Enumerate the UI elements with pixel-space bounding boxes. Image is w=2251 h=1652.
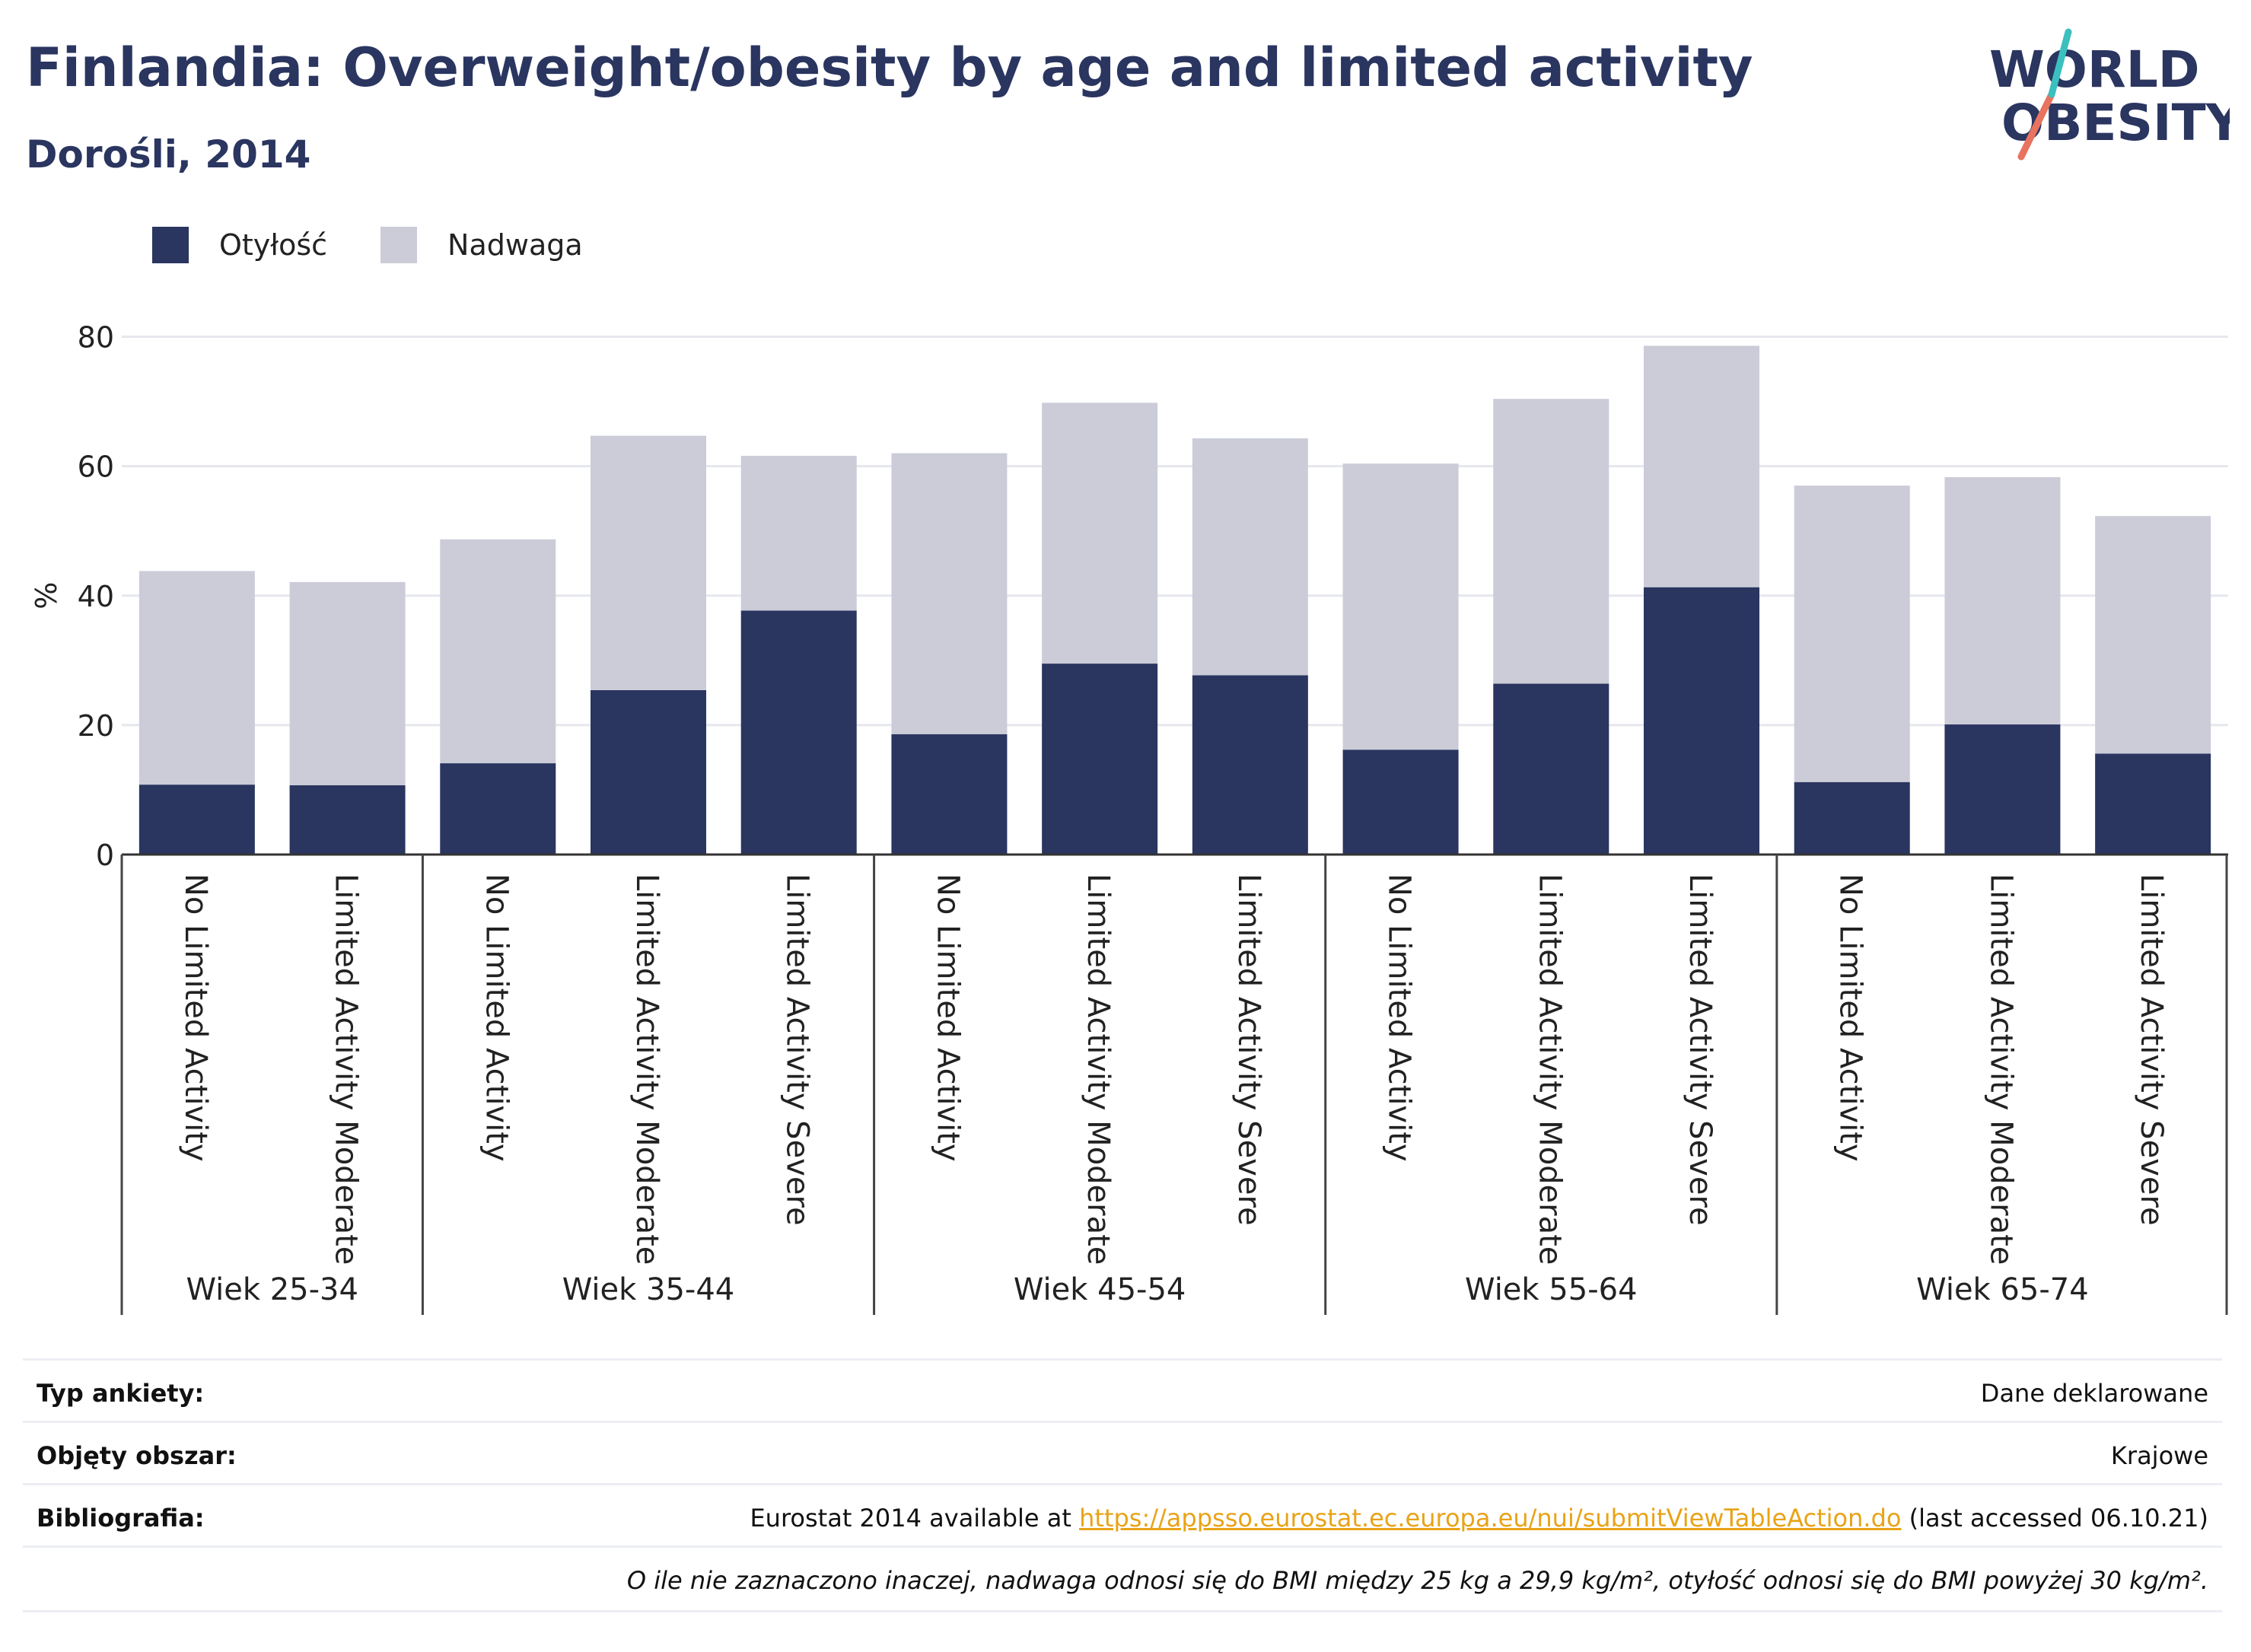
chart-title: Finlandia: Overweight/obesity by age and… (26, 37, 1753, 99)
bar-obesity (138, 785, 255, 855)
bar-overweight (2095, 516, 2211, 754)
bar-overweight (1342, 463, 1459, 750)
x-category-label: No Limited Activity (930, 874, 965, 1162)
info-row-bibliography: Bibliografia: Eurostat 2014 available at… (23, 1483, 2222, 1548)
info-value: Dane deklarowane (1980, 1379, 2208, 1408)
x-category-label: Limited Activity Moderate (1532, 874, 1567, 1265)
bar-obesity (1192, 675, 1308, 855)
bibliography-link[interactable]: https://appsso.eurostat.ec.europa.eu/nui… (1079, 1504, 1902, 1533)
bar-obesity (1794, 781, 1910, 855)
x-category-label: Limited Activity Moderate (629, 874, 664, 1265)
x-category-label: Limited Activity Severe (1231, 874, 1266, 1226)
bar-obesity (591, 689, 706, 855)
y-tick-label: 40 (78, 580, 114, 613)
bar-overweight (138, 571, 255, 785)
legend-swatch-obesity (152, 227, 189, 263)
x-group-label: Wiek 55-64 (1465, 1272, 1638, 1307)
x-category-label: No Limited Activity (1833, 874, 1868, 1162)
x-category-label: No Limited Activity (479, 874, 514, 1162)
x-group-label: Wiek 35-44 (562, 1272, 735, 1307)
bar-obesity (740, 610, 857, 855)
x-group-label: Wiek 65-74 (1916, 1272, 2089, 1307)
bar-obesity (440, 763, 556, 855)
logo-line1: WORLD (1989, 40, 2200, 99)
info-label: Typ ankiety: (37, 1379, 205, 1408)
info-row-note: O ile nie zaznaczono inaczej, nadwaga od… (23, 1545, 2222, 1612)
bar-overweight (591, 435, 706, 690)
legend: Otyłość Nadwaga (152, 227, 636, 263)
legend-label-obesity: Otyłość (219, 228, 328, 262)
bar-overweight (891, 453, 1008, 734)
x-category-label: Limited Activity Moderate (329, 874, 364, 1265)
bar-obesity (289, 785, 406, 855)
info-value: Krajowe (2110, 1441, 2208, 1470)
stacked-bar-chart: 0 20 40 60 80% No Limited Activity Limited Act… (30, 321, 2228, 1315)
bar-overweight (1192, 438, 1308, 676)
info-row-coverage: Objęty obszar: Krajowe (23, 1421, 2222, 1485)
x-group-label: Wiek 25-34 (186, 1272, 358, 1307)
y-tick-label: 20 (78, 709, 114, 743)
x-category-label: Limited Activity Moderate (1081, 874, 1116, 1265)
y-tick-label: 80 (78, 321, 114, 355)
x-category-label: No Limited Activity (1382, 874, 1417, 1162)
info-value: Eurostat 2014 available at https://appss… (750, 1504, 2208, 1533)
bar-overweight (1493, 399, 1609, 684)
y-tick-label: 60 (78, 450, 114, 484)
bar-obesity (1342, 750, 1459, 855)
bar-overweight (1944, 477, 2061, 725)
legend-swatch-overweight (380, 227, 418, 263)
y-axis-label: % (30, 582, 63, 610)
x-category-label: Limited Activity Severe (2134, 874, 2169, 1226)
bar-obesity (1042, 664, 1158, 855)
legend-label-overweight: Nadwaga (447, 228, 583, 262)
bar-obesity (1493, 683, 1609, 855)
definition-note: O ile nie zaznaczono inaczej, nadwaga od… (626, 1566, 2208, 1595)
bibliography-text: Eurostat 2014 available at (750, 1504, 1080, 1533)
info-row-survey-type: Typ ankiety: Dane deklarowane (23, 1358, 2222, 1423)
chart-subtitle: Dorośli, 2014 (26, 132, 311, 177)
bar-obesity (891, 734, 1008, 855)
legend-item-obesity: Otyłość (152, 227, 327, 263)
world-obesity-logo: WORLD OBESITY (1989, 28, 2230, 161)
bar-overweight (1794, 485, 1910, 782)
bar-obesity (1944, 724, 2061, 855)
y-tick-label: 0 (96, 839, 114, 872)
info-label: Bibliografia: (37, 1504, 205, 1533)
bar-overweight (1042, 403, 1158, 664)
info-table: Typ ankiety: Dane deklarowane Objęty obs… (23, 1358, 2222, 1617)
bar-obesity (1644, 587, 1759, 855)
bar-overweight (1644, 345, 1759, 587)
bar-overweight (740, 456, 857, 611)
bar-overweight (440, 539, 556, 764)
x-category-label: Limited Activity Moderate (1983, 874, 2018, 1265)
x-category-label: Limited Activity Severe (1683, 874, 1718, 1226)
x-category-label: No Limited Activity (178, 874, 213, 1162)
bar-obesity (2095, 753, 2211, 855)
bar-overweight (289, 581, 406, 785)
x-category-label: Limited Activity Severe (780, 874, 815, 1226)
legend-item-overweight: Nadwaga (380, 227, 583, 263)
info-label: Objęty obszar: (37, 1441, 237, 1470)
x-group-label: Wiek 45-54 (1014, 1272, 1186, 1307)
bibliography-suffix: (last accessed 06.10.21) (1901, 1504, 2208, 1533)
